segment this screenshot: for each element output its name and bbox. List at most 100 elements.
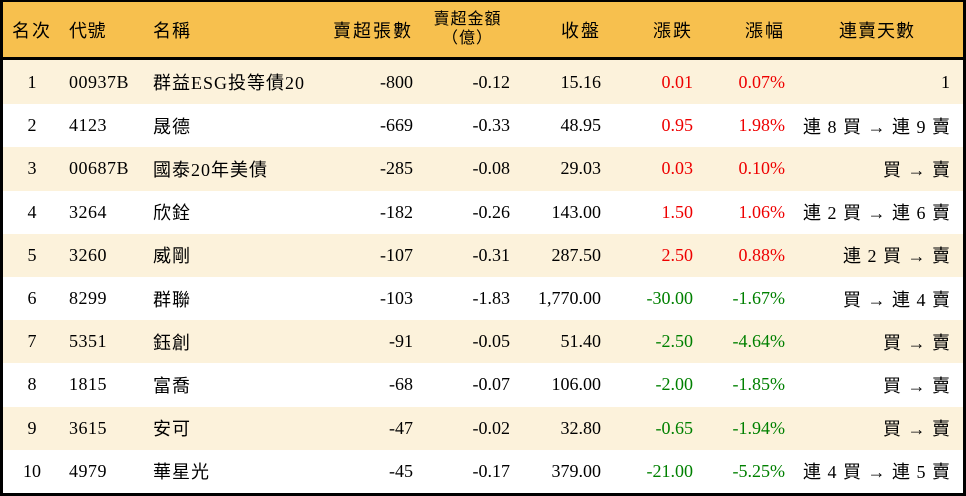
cell-rank: 5 [27, 244, 37, 265]
table-body: 1 00937B 群益ESG投等債20 -800 -0.12 15.16 0.01 0.07%… [3, 58, 963, 493]
cell-sell_volume: -800 [380, 71, 413, 92]
cell-name: 鈺創 [153, 332, 191, 353]
cell-code: 4979 [69, 460, 107, 481]
table-row: 9 3615 安可 -47 -0.02 32.80 -0.65 -1.94% 買 → 賣 [3, 406, 963, 450]
table-row: 6 8299 群聯 -103 -1.83 1,770.00 -30.00 -1.67% 買 → … [3, 276, 963, 321]
cell-streak: 連 2 買 → 賣 [843, 246, 951, 267]
cell-sell_volume: -103 [380, 288, 413, 309]
cell-sell_volume: -182 [380, 201, 413, 222]
table-row: 1 00937B 群益ESG投等債20 -800 -0.12 15.16 0.01 0.07%… [3, 58, 963, 105]
cell-rank: 4 [27, 201, 37, 222]
cell-sell_amount: -1.83 [472, 288, 511, 309]
cell-streak: 連 2 買 → 連 6 賣 [803, 203, 951, 224]
table-row: 2 4123 晟德 -669 -0.33 48.95 0.95 1.98% 連 8 買 → 連 … [3, 104, 963, 148]
header-sell-amount: 賣超金額 （億） [419, 2, 516, 60]
cell-change: -0.65 [655, 417, 694, 438]
cell-name: 群益ESG投等債20 [153, 73, 306, 94]
cell-code: 00687B [69, 158, 130, 179]
cell-rank: 10 [23, 460, 41, 481]
cell-change_pct: -1.67% [732, 288, 786, 309]
cell-streak: 買 → 賣 [883, 159, 951, 180]
cell-streak: 買 → 賣 [883, 419, 951, 440]
cell-rank: 3 [27, 158, 37, 179]
header-rank: 名次 [3, 2, 61, 60]
cell-name: 華星光 [153, 462, 210, 483]
cell-rank: 7 [27, 331, 37, 352]
table-row: 3 00687B 國泰20年美債 -285 -0.08 29.03 0.03 0.10% 買 →… [3, 147, 963, 191]
cell-change_pct: 1.98% [738, 115, 786, 136]
cell-rank: 6 [27, 288, 37, 309]
table-row: 8 1815 富喬 -68 -0.07 106.00 -2.00 -1.85% 買 → 賣 [3, 363, 963, 407]
cell-change_pct: -1.85% [732, 374, 786, 395]
cell-close: 51.40 [560, 331, 602, 352]
cell-sell_amount: -0.26 [472, 201, 511, 222]
cell-change: 2.50 [661, 244, 694, 265]
cell-streak: 買 → 連 4 賣 [843, 289, 951, 310]
cell-close: 15.16 [560, 71, 602, 92]
cell-code: 5351 [69, 331, 107, 352]
cell-close: 379.00 [551, 460, 602, 481]
cell-sell_volume: -45 [389, 460, 413, 481]
cell-sell_amount: -0.02 [472, 417, 511, 438]
cell-rank: 8 [27, 374, 37, 395]
cell-change: 0.01 [661, 71, 694, 92]
cell-close: 1,770.00 [538, 288, 601, 309]
cell-change: 1.50 [661, 201, 694, 222]
cell-close: 106.00 [551, 374, 602, 395]
cell-change_pct: -5.25% [732, 460, 786, 481]
cell-rank: 1 [27, 71, 37, 92]
ranking-table: 名次 代號 名稱 賣超張數 賣超金額 （億） 收盤 漲跌 漲幅 連賣天數 1 00… [3, 2, 963, 493]
cell-sell_volume: -68 [389, 374, 413, 395]
table-row: 5 3260 威剛 -107 -0.31 287.50 2.50 0.88% 連 2 買 → 賣 [3, 233, 963, 277]
header-sell-amount-line1: 賣超金額 [433, 11, 502, 29]
cell-change: 0.03 [661, 158, 694, 179]
cell-streak: 買 → 賣 [883, 332, 951, 353]
cell-change_pct: 0.10% [738, 158, 786, 179]
header-sell-streak: 連賣天數 [791, 2, 963, 60]
cell-sell_amount: -0.12 [472, 71, 511, 92]
cell-streak: 連 4 買 → 連 5 賣 [803, 462, 951, 483]
cell-sell_amount: -0.17 [472, 460, 511, 481]
cell-change: -30.00 [646, 288, 694, 309]
cell-streak: 連 8 買 → 連 9 賣 [803, 116, 951, 137]
cell-name: 富喬 [153, 375, 191, 396]
cell-change: -21.00 [646, 460, 694, 481]
table-row: 10 4979 華星光 -45 -0.17 379.00 -21.00 -5.25% 連 4 買… [3, 449, 963, 493]
cell-code: 1815 [69, 374, 107, 395]
cell-code: 8299 [69, 288, 107, 309]
header-close: 收盤 [516, 2, 607, 60]
cell-name: 國泰20年美債 [153, 159, 268, 180]
cell-name: 晟德 [153, 116, 191, 137]
cell-streak: 1 [941, 71, 951, 92]
cell-code: 3260 [69, 244, 107, 265]
cell-name: 安可 [153, 419, 191, 440]
cell-code: 3264 [69, 201, 107, 222]
cell-change_pct: 0.07% [738, 71, 786, 92]
header-sell-amount-line2: （億） [441, 29, 493, 47]
cell-close: 29.03 [560, 158, 602, 179]
cell-change: -2.00 [655, 374, 694, 395]
cell-sell_volume: -107 [380, 244, 413, 265]
cell-streak: 買 → 賣 [883, 375, 951, 396]
cell-close: 32.80 [560, 417, 602, 438]
cell-name: 威剛 [153, 246, 191, 267]
cell-change: 0.95 [661, 115, 694, 136]
cell-name: 欣銓 [153, 203, 191, 224]
cell-code: 3615 [69, 417, 107, 438]
cell-rank: 2 [27, 115, 37, 136]
table-header: 名次 代號 名稱 賣超張數 賣超金額 （億） 收盤 漲跌 漲幅 連賣天數 [3, 2, 963, 60]
cell-code: 4123 [69, 115, 107, 136]
cell-sell_amount: -0.31 [472, 244, 511, 265]
cell-change_pct: 1.06% [738, 201, 786, 222]
cell-sell_amount: -0.07 [472, 374, 511, 395]
header-code: 代號 [61, 2, 149, 60]
header-name: 名稱 [149, 2, 325, 60]
cell-name: 群聯 [153, 289, 191, 310]
cell-sell_amount: -0.05 [472, 331, 511, 352]
cell-code: 00937B [69, 71, 130, 92]
cell-sell_volume: -285 [380, 158, 413, 179]
cell-change_pct: 0.88% [738, 244, 786, 265]
cell-rank: 9 [27, 417, 37, 438]
cell-sell_amount: -0.33 [472, 115, 511, 136]
header-change-pct: 漲幅 [699, 2, 791, 60]
